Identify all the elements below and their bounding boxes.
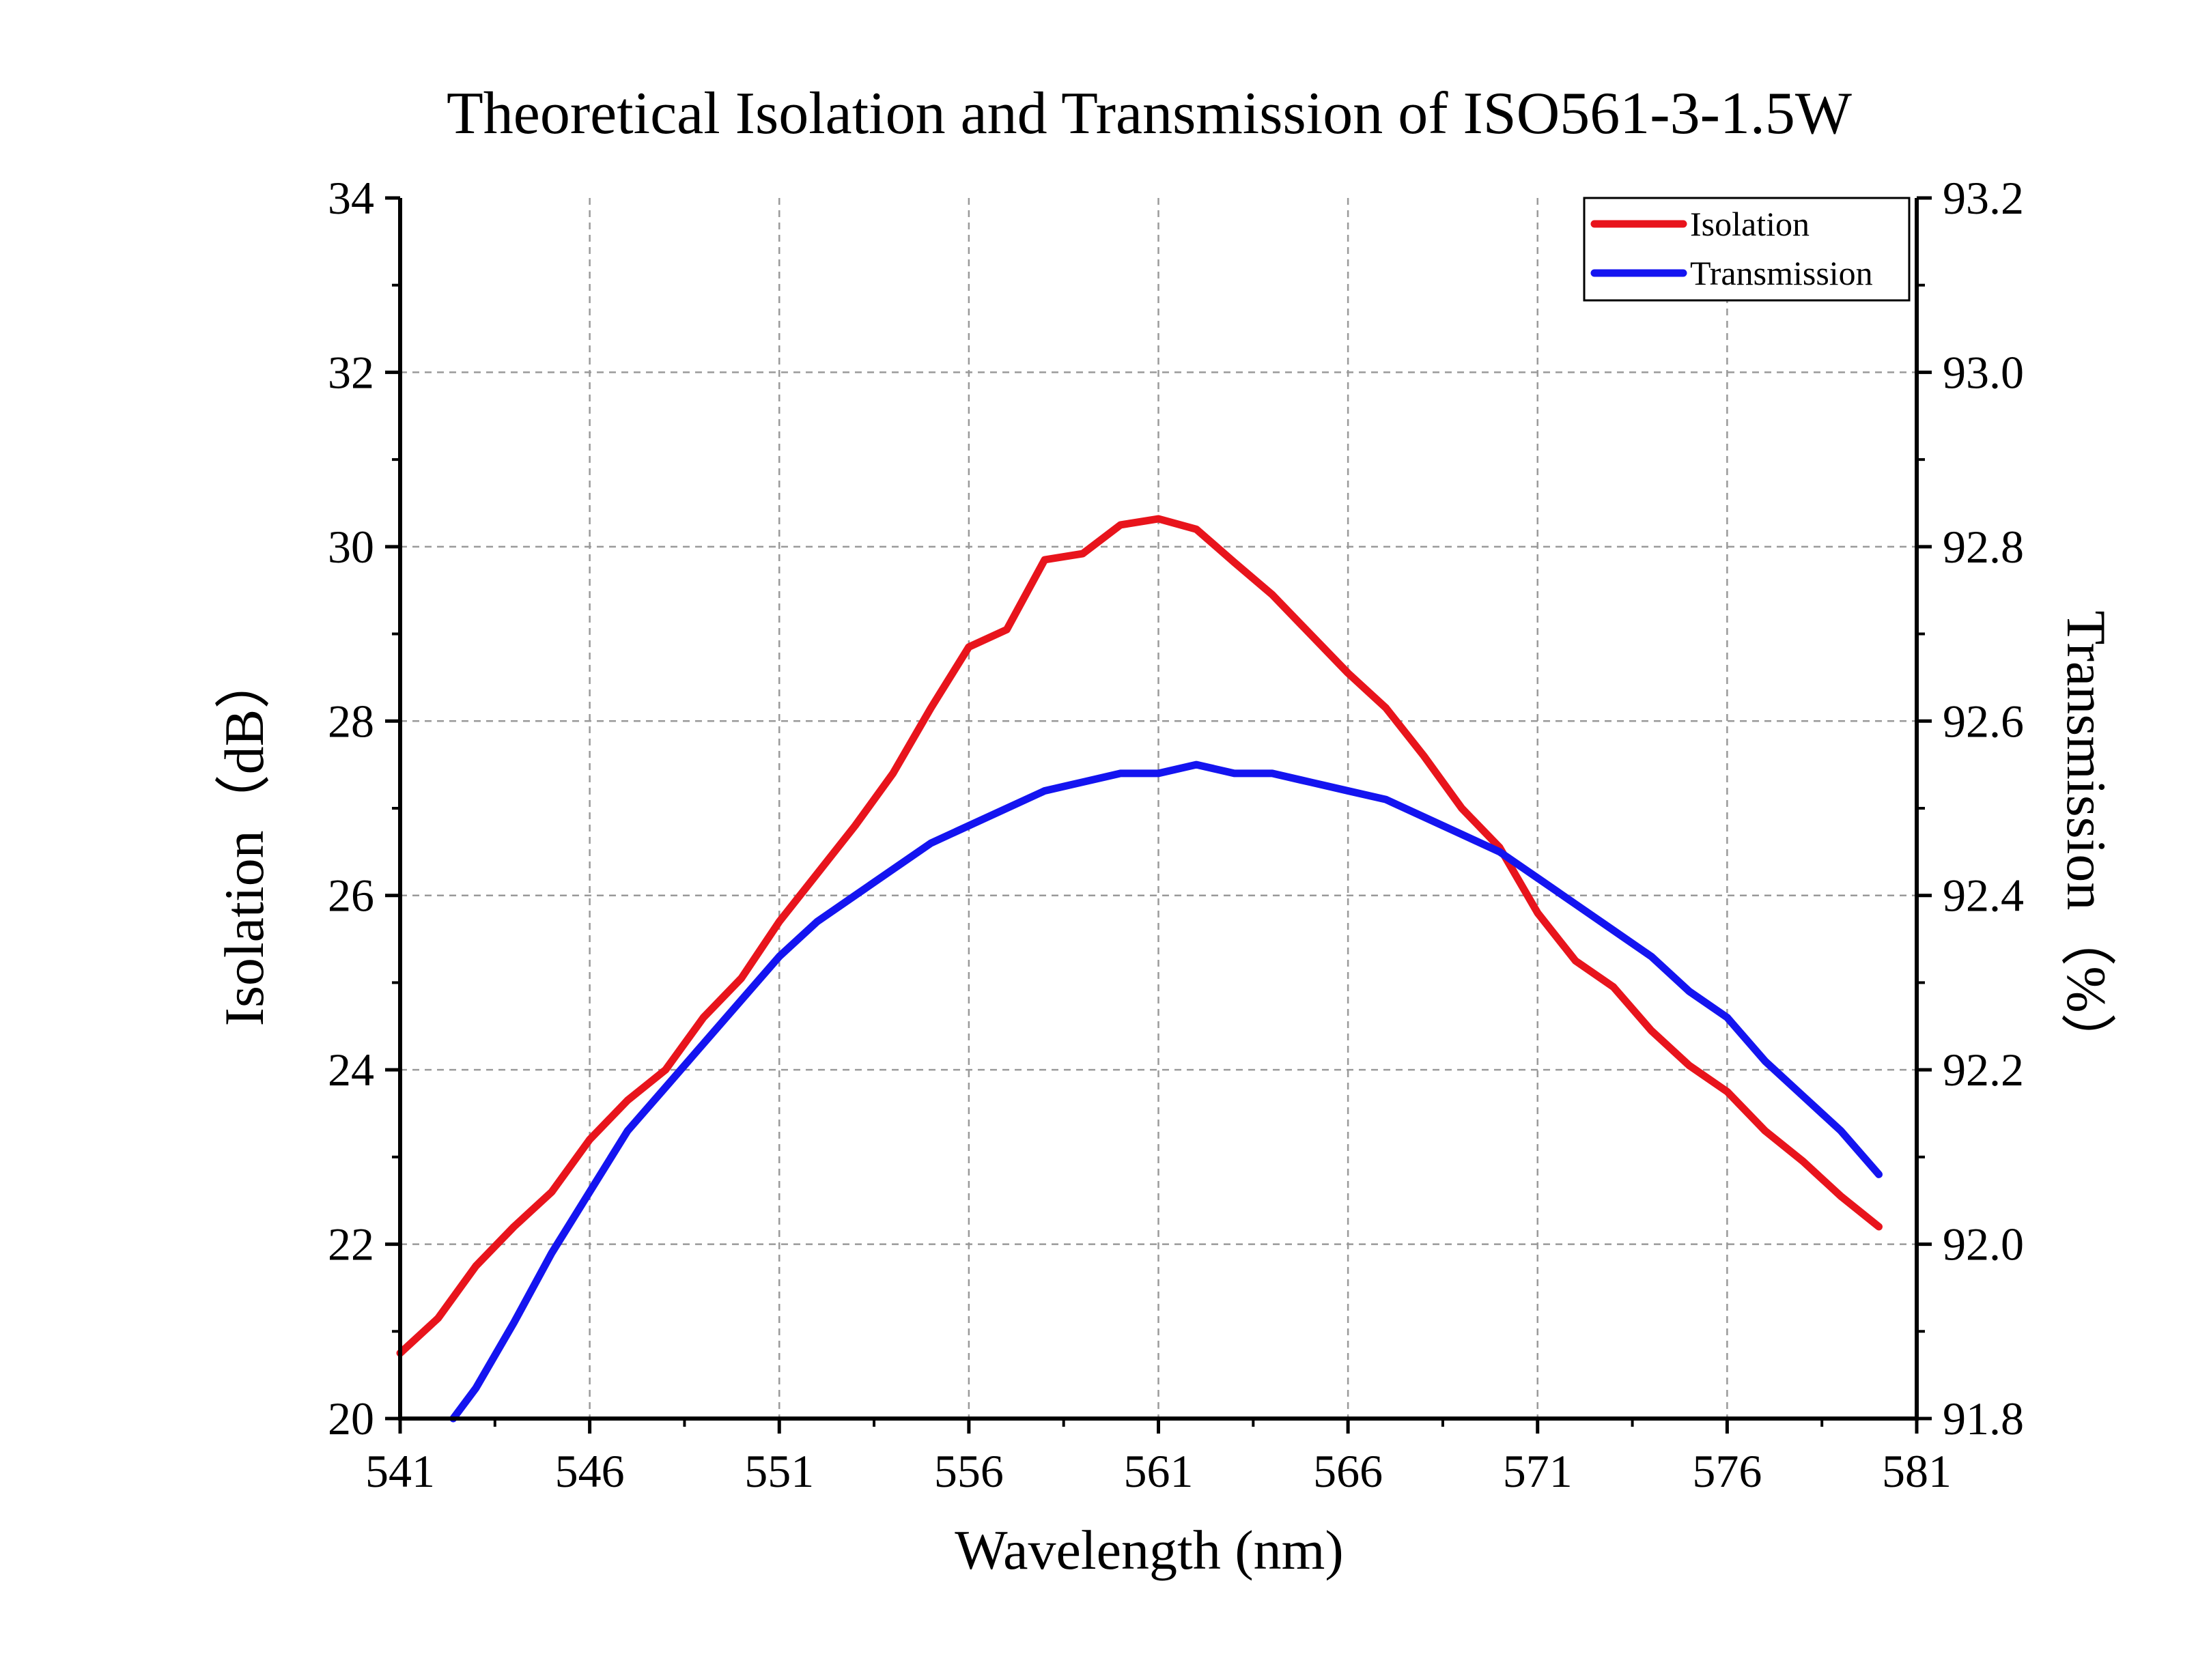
legend-box bbox=[1583, 197, 1911, 302]
right-y-tick-label: 92.6 bbox=[1943, 695, 2024, 747]
series-line-isolation bbox=[396, 515, 1883, 1357]
right-y-tick-label: 93.2 bbox=[1943, 172, 2024, 224]
right-y-tick-label: 93.0 bbox=[1943, 346, 2024, 398]
x-tick-label: 566 bbox=[1313, 1445, 1383, 1497]
legend: Isolation Transmission bbox=[1583, 197, 1911, 302]
chart-title: Theoretical Isolation and Transmission o… bbox=[447, 81, 1852, 147]
left-y-tick-label: 28 bbox=[328, 695, 374, 747]
left-y-tick-label: 32 bbox=[328, 346, 374, 398]
right-y-tick-label: 92.2 bbox=[1943, 1044, 2024, 1096]
series-line-transmission bbox=[449, 760, 1883, 1423]
legend-label-transmission: Transmission bbox=[1690, 254, 1873, 292]
right-y-tick-label: 91.8 bbox=[1943, 1393, 2024, 1444]
right-y-axis-title: Transmission（%） bbox=[2055, 610, 2117, 1068]
left-y-tick-label: 26 bbox=[328, 870, 374, 922]
x-tick-label: 581 bbox=[1882, 1445, 1952, 1497]
series-lines bbox=[396, 515, 1883, 1423]
x-tick-label: 556 bbox=[934, 1445, 1004, 1497]
legend-label-isolation: Isolation bbox=[1690, 205, 1810, 243]
tick-labels: 541 546 551 556 561 566 571 576 581 20 22 24 26 28 30 3… bbox=[328, 172, 2024, 1497]
x-tick-label: 551 bbox=[744, 1445, 814, 1497]
gridlines bbox=[400, 198, 1917, 1419]
right-y-tick-label: 92.4 bbox=[1943, 870, 2024, 922]
left-y-tick-label: 34 bbox=[328, 172, 374, 224]
left-y-tick-label: 30 bbox=[328, 521, 374, 573]
x-axis-title: Wavelength (nm) bbox=[955, 1519, 1343, 1581]
x-tick-label: 541 bbox=[365, 1445, 435, 1497]
left-y-axis-title: Isolation（dB） bbox=[213, 653, 275, 1027]
right-y-tick-label: 92.0 bbox=[1943, 1219, 2024, 1270]
x-tick-label: 576 bbox=[1692, 1445, 1762, 1497]
right-y-tick-label: 92.8 bbox=[1943, 521, 2024, 573]
x-tick-label: 561 bbox=[1124, 1445, 1194, 1497]
left-y-tick-label: 20 bbox=[328, 1393, 374, 1444]
x-tick-label: 571 bbox=[1503, 1445, 1573, 1497]
x-tick-label: 546 bbox=[555, 1445, 625, 1497]
left-y-tick-label: 24 bbox=[328, 1044, 374, 1096]
left-y-tick-label: 22 bbox=[328, 1219, 374, 1270]
